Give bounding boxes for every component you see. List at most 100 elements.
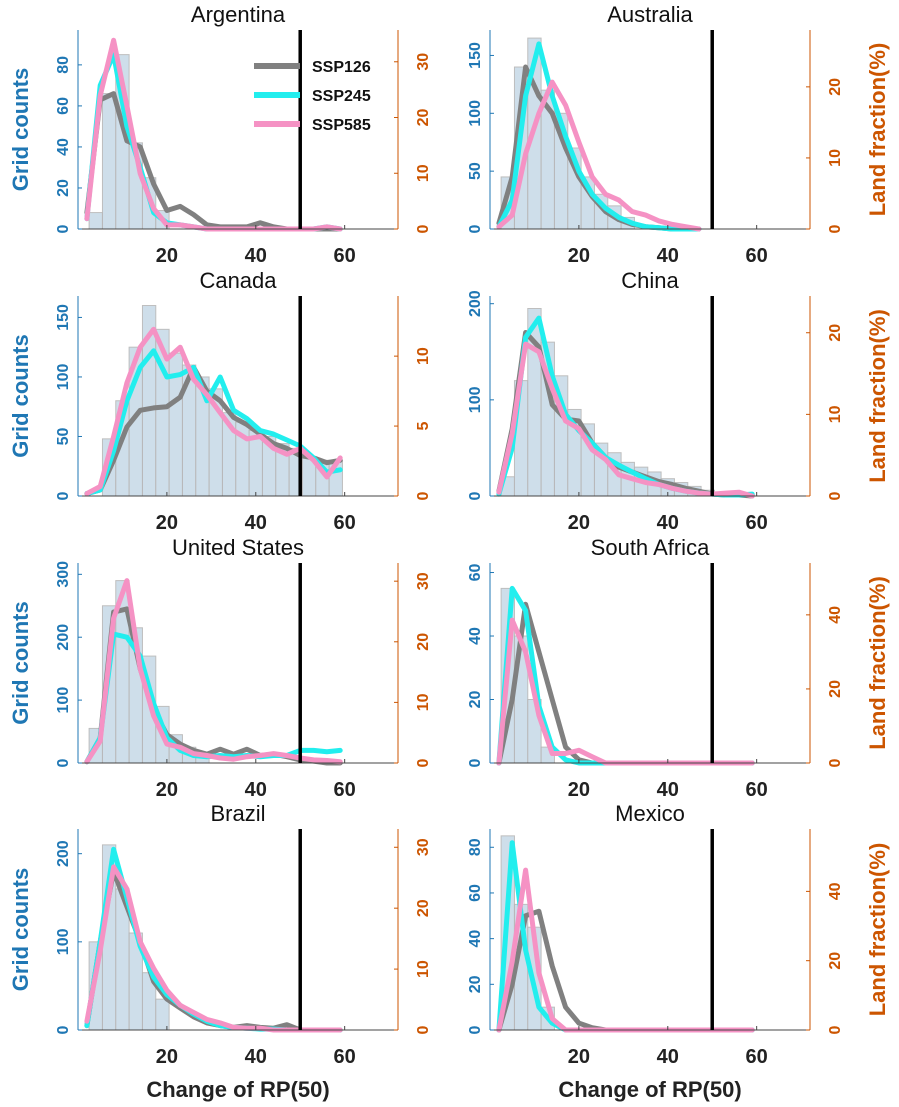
legend-label-ssp585: SSP585 [312, 117, 371, 134]
right-tick-label: 0 [827, 758, 844, 767]
right-tick-label: 0 [827, 1025, 844, 1034]
left-tick-label: 100 [55, 364, 72, 391]
right-tick-label: 20 [415, 109, 432, 127]
left-tick-label: 80 [55, 56, 72, 74]
x-tick-label: 20 [156, 245, 178, 267]
left-axis-label: Grid counts [8, 334, 33, 457]
left-tick-label: 0 [55, 224, 72, 233]
right-axis-label: Land fraction(%) [865, 309, 890, 483]
panel-canada: 20 40 60 0 50 100 150 0 5 10 Canada Grid counts [8, 268, 432, 534]
x-tick-label: 60 [746, 245, 768, 267]
series-line-ssp585 [84, 578, 343, 765]
left-axis-label: Grid counts [8, 601, 33, 724]
left-tick-label: 20 [55, 179, 72, 197]
x-tick-label: 20 [156, 779, 178, 801]
panels-layer: 20 40 60 0 20 40 60 80 0 10 20 30 Argentina Grid coun… [8, 2, 890, 1068]
histogram-bar [88, 212, 103, 230]
left-tick-label: 100 [467, 100, 484, 127]
right-tick-label: 30 [415, 572, 432, 590]
panel-australia: 20 40 60 0 50 100 150 0 10 20 Australia Land fracti… [467, 2, 890, 267]
right-tick-label: 0 [415, 758, 432, 767]
left-tick-label: 50 [55, 427, 72, 445]
right-tick-label: 10 [415, 960, 432, 978]
left-tick-label: 0 [467, 1025, 484, 1034]
left-tick-label: 50 [467, 162, 484, 180]
right-tick-label: 5 [415, 422, 432, 431]
right-tick-label: 20 [827, 952, 844, 970]
right-axis-label: Land fraction(%) [865, 576, 890, 750]
left-tick-label: 150 [55, 304, 72, 331]
left-tick-label: 0 [55, 491, 72, 500]
right-tick-label: 10 [415, 693, 432, 711]
panel-title: Australia [607, 2, 693, 27]
panel-title: United States [172, 535, 304, 560]
right-tick-label: 30 [415, 53, 432, 71]
panel-united-states: 20 40 60 0 100 200 300 0 10 20 30 United States Grid… [8, 535, 432, 801]
x-axis-label-left: Change of RP(50) [146, 1077, 329, 1102]
right-tick-label: 0 [827, 224, 844, 233]
x-tick-label: 60 [746, 512, 768, 534]
x-tick-label: 60 [334, 1046, 356, 1068]
x-tick-label: 60 [746, 779, 768, 801]
left-tick-label: 200 [55, 840, 72, 867]
right-tick-label: 20 [827, 680, 844, 698]
left-tick-label: 20 [467, 691, 484, 709]
series-line-ssp585 [496, 341, 755, 499]
right-tick-label: 0 [415, 224, 432, 233]
right-tick-label: 20 [415, 633, 432, 651]
x-tick-label: 40 [657, 245, 679, 267]
panel-title: Argentina [191, 2, 286, 27]
left-tick-label: 60 [467, 884, 484, 902]
x-tick-label: 20 [568, 1046, 590, 1068]
left-tick-label: 0 [55, 1025, 72, 1034]
right-tick-label: 20 [827, 78, 844, 96]
panel-mexico: 20 40 60 0 20 40 60 80 0 20 40 Mexico Land fraction(… [467, 801, 890, 1068]
left-tick-label: 40 [467, 930, 484, 948]
x-tick-label: 60 [334, 779, 356, 801]
right-axis-label: Land fraction(%) [865, 43, 890, 217]
left-tick-label: 40 [55, 138, 72, 156]
series-line-ssp245 [496, 41, 702, 232]
right-tick-label: 10 [415, 164, 432, 182]
left-tick-label: 0 [467, 491, 484, 500]
right-tick-label: 10 [827, 405, 844, 423]
legend-label-ssp126: SSP126 [312, 59, 371, 76]
right-tick-label: 40 [827, 882, 844, 900]
right-tick-label: 0 [827, 491, 844, 500]
right-tick-label: 40 [827, 606, 844, 624]
right-tick-label: 0 [415, 491, 432, 500]
left-tick-label: 60 [55, 97, 72, 115]
panel-title: Canada [199, 268, 277, 293]
panel-title: Mexico [615, 801, 685, 826]
x-tick-label: 60 [334, 245, 356, 267]
left-tick-label: 100 [55, 687, 72, 714]
series-line-ssp585 [84, 326, 343, 497]
left-tick-label: 0 [467, 224, 484, 233]
left-tick-label: 0 [55, 758, 72, 767]
histogram-bar [155, 998, 170, 1031]
x-tick-label: 40 [245, 1046, 267, 1068]
x-tick-label: 40 [657, 1046, 679, 1068]
panel-china: 20 40 60 0 100 200 0 10 20 China Land fraction(%) [467, 268, 890, 534]
panel-title: Brazil [210, 801, 265, 826]
right-axis-label: Land fraction(%) [865, 843, 890, 1017]
panel-title: South Africa [591, 535, 710, 560]
left-tick-label: 100 [55, 928, 72, 955]
left-tick-label: 200 [467, 290, 484, 317]
series-line-ssp245 [84, 348, 343, 497]
left-tick-label: 150 [467, 42, 484, 69]
x-tick-label: 40 [245, 779, 267, 801]
panel-south-africa: 20 40 60 0 20 40 60 0 20 40 South Africa Land fract… [467, 535, 890, 801]
right-tick-label: 30 [415, 838, 432, 856]
left-tick-label: 60 [467, 564, 484, 582]
x-tick-label: 60 [746, 1046, 768, 1068]
x-tick-label: 60 [334, 512, 356, 534]
right-tick-label: 20 [415, 899, 432, 917]
left-tick-label: 0 [467, 758, 484, 767]
right-tick-label: 20 [827, 324, 844, 342]
x-tick-label: 20 [568, 779, 590, 801]
left-tick-label: 200 [55, 624, 72, 651]
legend-label-ssp245: SSP245 [312, 88, 371, 105]
left-axis-label: Grid counts [8, 868, 33, 991]
